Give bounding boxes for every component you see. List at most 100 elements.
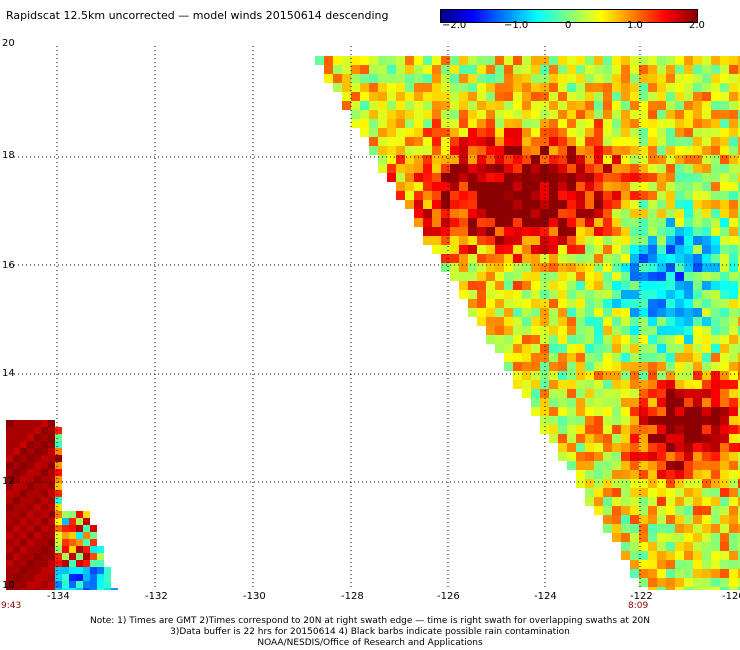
swath-cell (576, 173, 585, 182)
left-swath-cell (62, 511, 69, 518)
swath-cell (666, 587, 675, 590)
swath-cell (639, 524, 648, 533)
swath-cell (684, 92, 693, 101)
swath-cell (441, 146, 450, 155)
swath-cell (720, 425, 729, 434)
swath-cell (729, 164, 738, 173)
swath-cell (675, 434, 684, 443)
swath-cell (531, 65, 540, 74)
swath-cell (684, 587, 693, 590)
swath-cell (675, 65, 684, 74)
swath-cell (657, 308, 666, 317)
swath-cell (558, 119, 567, 128)
swath-cell (576, 155, 585, 164)
swath-cell (693, 128, 702, 137)
swath-cell (657, 434, 666, 443)
swath-cell (648, 416, 657, 425)
swath-cell (423, 56, 432, 65)
swath-cell (504, 155, 513, 164)
swath-cell (729, 434, 738, 443)
swath-cell (594, 146, 603, 155)
swath-cell (567, 182, 576, 191)
swath-cell (540, 353, 549, 362)
swath-cell (693, 524, 702, 533)
swath-cell (684, 155, 693, 164)
left-swath-cell (48, 539, 55, 546)
swath-cell (630, 119, 639, 128)
swath-cell (630, 74, 639, 83)
swath-cell (675, 398, 684, 407)
swath-cell (549, 227, 558, 236)
swath-cell (675, 533, 684, 542)
swath-cell (450, 146, 459, 155)
swath-cell (657, 281, 666, 290)
left-swath-cell (55, 427, 62, 434)
swath-cell (648, 398, 657, 407)
swath-cell (486, 254, 495, 263)
swath-cell (702, 452, 711, 461)
swath-cell (567, 128, 576, 137)
swath-cell (684, 362, 693, 371)
swath-cell (531, 137, 540, 146)
swath-cell (738, 371, 740, 380)
swath-cell (603, 353, 612, 362)
swath-cell (711, 479, 720, 488)
swath-cell (477, 65, 486, 74)
swath-cell (657, 155, 666, 164)
swath-cell (567, 281, 576, 290)
swath-cell (711, 335, 720, 344)
swath-cell (378, 110, 387, 119)
swath-cell (720, 74, 729, 83)
swath-cell (477, 254, 486, 263)
left-swath-cell (34, 469, 41, 476)
swath-cell (513, 209, 522, 218)
left-swath-cell (55, 490, 62, 497)
swath-cell (405, 101, 414, 110)
left-swath-cell (27, 525, 34, 532)
swath-cell (684, 218, 693, 227)
swath-cell (405, 110, 414, 119)
left-swath-cell (97, 546, 104, 553)
swath-cell (450, 218, 459, 227)
left-swath-cell (69, 553, 76, 560)
swath-cell (486, 218, 495, 227)
lon-label: -128 (341, 591, 364, 602)
swath-cell (648, 290, 657, 299)
swath-cell (612, 344, 621, 353)
swath-cell (684, 479, 693, 488)
left-swath-cell (41, 455, 48, 462)
swath-cell (468, 65, 477, 74)
swath-cell (630, 182, 639, 191)
swath-cell (513, 326, 522, 335)
swath-cell (486, 299, 495, 308)
swath-cell (684, 389, 693, 398)
left-swath-cell (69, 532, 76, 539)
swath-cell (585, 425, 594, 434)
swath-cell (558, 263, 567, 272)
swath-cell (585, 119, 594, 128)
swath-cell (477, 290, 486, 299)
swath-cell (333, 56, 342, 65)
swath-cell (504, 281, 513, 290)
swath-cell (639, 416, 648, 425)
swath-cell (621, 497, 630, 506)
swath-cell (675, 371, 684, 380)
left-swath-cell (69, 588, 76, 590)
swath-cell (675, 128, 684, 137)
swath-cell (477, 137, 486, 146)
swath-cell (729, 335, 738, 344)
swath-cell (675, 587, 684, 590)
swath-cell (441, 182, 450, 191)
left-swath-cell (27, 588, 34, 590)
swath-cell (738, 425, 740, 434)
swath-cell (693, 533, 702, 542)
swath-cell (495, 236, 504, 245)
swath-cell (603, 92, 612, 101)
swath-cell (603, 389, 612, 398)
swath-cell (621, 83, 630, 92)
swath-cell (675, 74, 684, 83)
swath-cell (693, 254, 702, 263)
left-swath-cell (20, 567, 27, 574)
swath-cell (666, 551, 675, 560)
swath-cell (522, 380, 531, 389)
